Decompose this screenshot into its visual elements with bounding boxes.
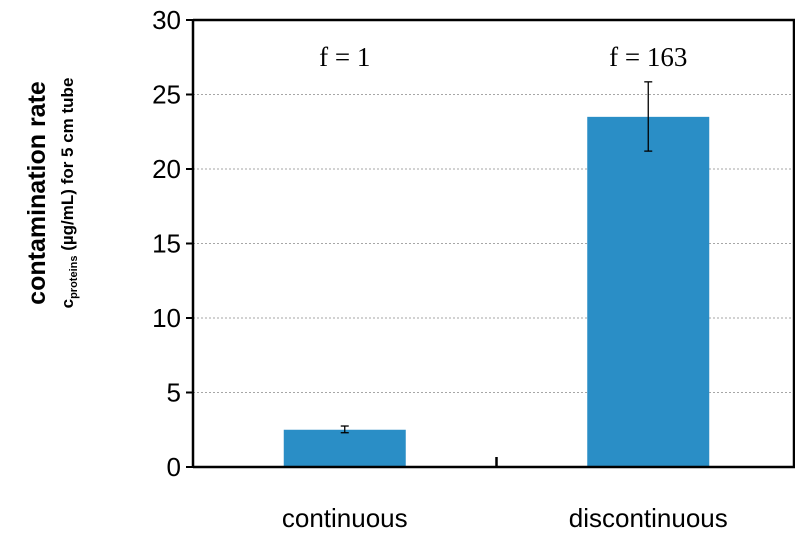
annotation-label: f = 163: [609, 42, 687, 72]
category-labels: continuous discontinuous: [282, 503, 728, 533]
y-tick-label: 30: [152, 5, 181, 35]
y-axis-title-sub: cproteins (µg/mL) for 5 cm tube: [58, 78, 80, 309]
y-tick-label: 20: [152, 154, 181, 184]
bars: [283, 116, 710, 467]
y-ticks: 0 5 10 15 20 25 30: [152, 5, 498, 482]
error-bars: [340, 81, 653, 434]
y-tick-label: 15: [152, 229, 181, 259]
bar-continuous: [283, 429, 406, 467]
y-tick-label: 5: [167, 378, 181, 408]
y-axis-title-sub-rest: (µg/mL) for 5 cm tube: [58, 78, 77, 256]
annotation-label: f = 1: [319, 42, 370, 72]
y-tick-label: 25: [152, 80, 181, 110]
x-category-label-discontinuous: discontinuous: [569, 503, 728, 533]
y-tick-label: 10: [152, 303, 181, 333]
y-axis-title: contamination rate cproteins (µg/mL) for…: [23, 78, 80, 309]
y-tick-label: 0: [167, 452, 181, 482]
y-axis-title-sub-prefix: c: [58, 299, 77, 308]
x-category-label-continuous: continuous: [282, 503, 408, 533]
y-axis-title-main: contamination rate: [23, 81, 51, 305]
annotations: f = 1 f = 163: [319, 42, 687, 72]
y-axis-title-sub-subscript: proteins: [68, 256, 80, 299]
bar-discontinuous: [587, 116, 710, 467]
